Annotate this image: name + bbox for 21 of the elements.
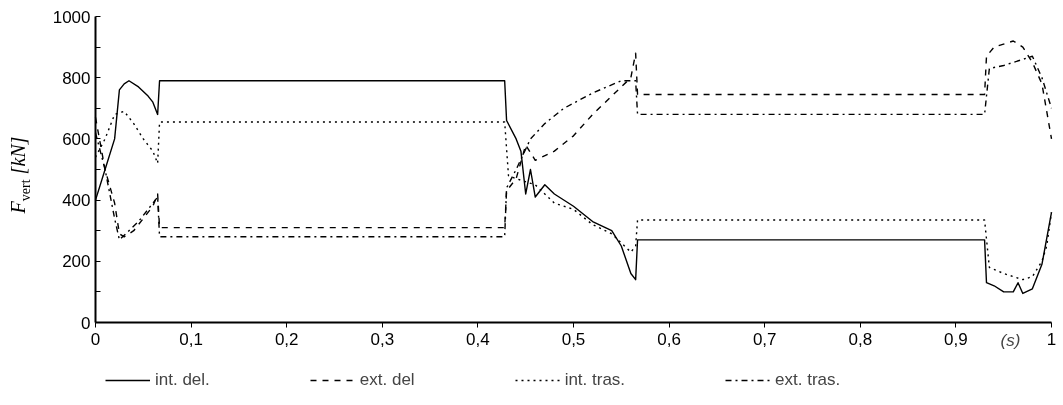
x-axis-title: (s) [1000, 330, 1021, 350]
x-tick-label: 0,9 [944, 329, 968, 349]
y-tick-label: 800 [62, 68, 91, 88]
y-tick-label: 600 [62, 129, 91, 149]
y-tick-label: 0 [81, 313, 91, 333]
y-tick-label: 1000 [52, 7, 91, 27]
x-tick-label: 0,7 [752, 329, 777, 349]
x-tick-label: 0,8 [848, 329, 873, 349]
x-tick-label: 0,1 [179, 329, 203, 349]
legend-label: int. del. [155, 370, 210, 390]
legend-label: ext. tras. [775, 370, 841, 390]
x-tick-label: 0,5 [561, 329, 586, 349]
legend-label: int. tras. [564, 370, 626, 390]
x-tick-label: 1 [1046, 329, 1057, 349]
x-tick-label: 0,6 [657, 329, 681, 349]
x-tick-label: 0,3 [370, 329, 395, 349]
y-tick-label: 400 [62, 191, 91, 211]
x-tick-label: 0,2 [274, 329, 299, 349]
legend-label: ext. del [359, 370, 415, 390]
y-tick-label: 200 [62, 252, 91, 272]
x-tick-label: 0,4 [466, 329, 490, 349]
